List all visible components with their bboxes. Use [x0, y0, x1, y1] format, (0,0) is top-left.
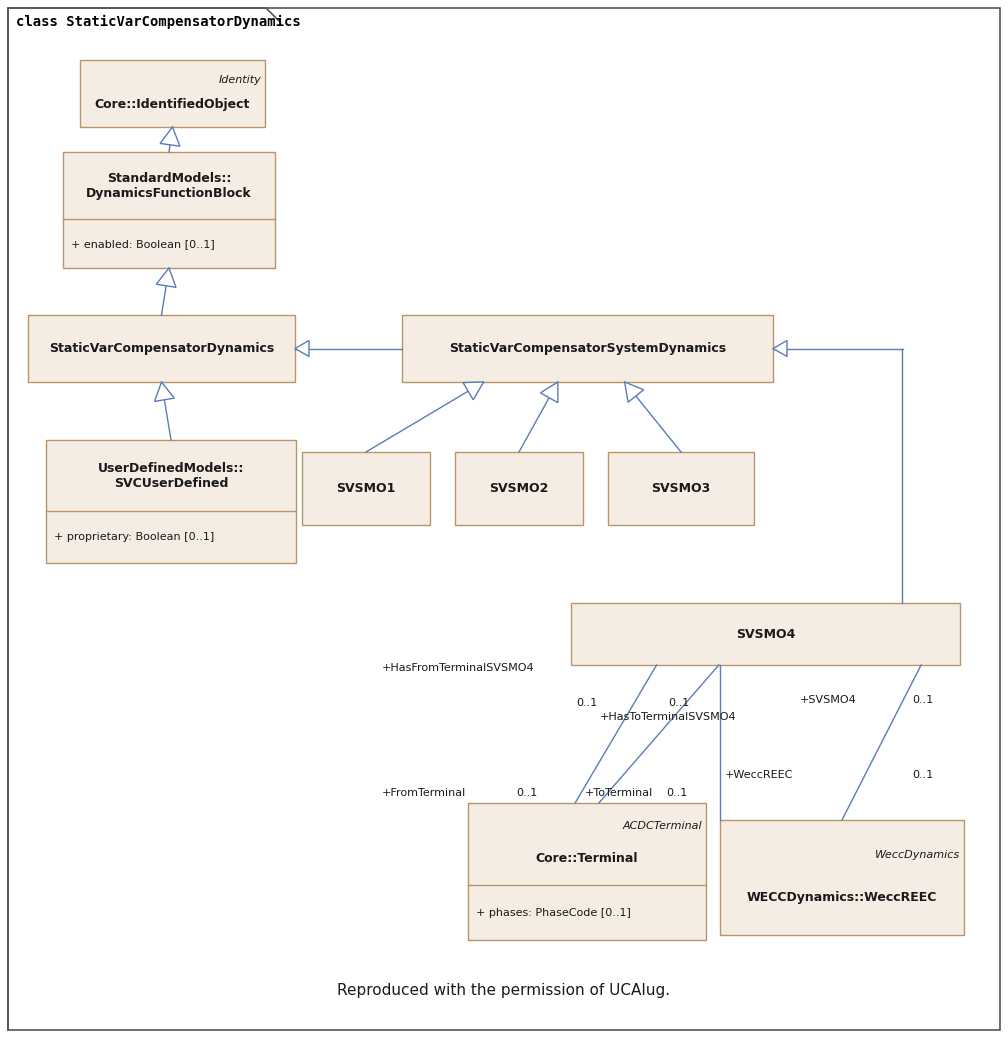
Text: SVSMO4: SVSMO4 [736, 628, 795, 640]
Bar [46, 440, 296, 563]
Text: 0..1: 0..1 [668, 698, 689, 708]
Text: Reproduced with the permission of UCAIug.: Reproduced with the permission of UCAIug… [338, 983, 670, 998]
Text: StaticVarCompensatorSystemDynamics: StaticVarCompensatorSystemDynamics [449, 342, 726, 355]
Text: ACDCTerminal: ACDCTerminal [622, 821, 702, 831]
Text: 0..1: 0..1 [666, 788, 687, 798]
Text: SVSMO1: SVSMO1 [337, 482, 396, 495]
Text: StandardModels::
DynamicsFunctionBlock: StandardModels:: DynamicsFunctionBlock [86, 171, 252, 199]
Bar [80, 60, 265, 127]
Text: Core::IdentifiedObject: Core::IdentifiedObject [95, 99, 250, 111]
Text: 0..1: 0..1 [912, 770, 933, 780]
Bar [402, 315, 773, 382]
Bar [571, 603, 960, 665]
Text: StaticVarCompensatorDynamics: StaticVarCompensatorDynamics [48, 342, 274, 355]
Bar [302, 452, 430, 525]
Text: +HasToTerminalSVSMO4: +HasToTerminalSVSMO4 [600, 712, 737, 722]
Text: 0..1: 0..1 [576, 698, 598, 708]
Text: WECCDynamics::WeccREEC: WECCDynamics::WeccREEC [747, 891, 937, 903]
Text: +ToTerminal: +ToTerminal [585, 788, 653, 798]
Text: + proprietary: Boolean [0..1]: + proprietary: Boolean [0..1] [54, 532, 215, 542]
Text: class StaticVarCompensatorDynamics: class StaticVarCompensatorDynamics [16, 15, 300, 29]
Bar [62, 152, 275, 268]
Text: Core::Terminal: Core::Terminal [535, 852, 638, 866]
Polygon shape [463, 382, 484, 400]
Text: SVSMO2: SVSMO2 [489, 482, 548, 495]
Text: 0..1: 0..1 [912, 695, 933, 705]
Polygon shape [160, 127, 179, 146]
Bar [28, 315, 295, 382]
Polygon shape [773, 340, 787, 356]
Bar [468, 803, 706, 940]
Polygon shape [156, 268, 176, 288]
Text: + enabled: Boolean [0..1]: + enabled: Boolean [0..1] [71, 239, 215, 249]
Text: WeccDynamics: WeccDynamics [875, 849, 960, 859]
Bar [455, 452, 583, 525]
Text: +SVSMO4: +SVSMO4 [800, 695, 857, 705]
Text: +WeccREEC: +WeccREEC [725, 770, 793, 780]
Polygon shape [625, 382, 644, 403]
Polygon shape [154, 382, 174, 402]
Text: 0..1: 0..1 [516, 788, 537, 798]
Text: UserDefinedModels::
SVCUserDefined: UserDefinedModels:: SVCUserDefined [98, 462, 244, 490]
Polygon shape [295, 340, 309, 356]
Text: SVSMO3: SVSMO3 [651, 482, 711, 495]
Bar [720, 820, 964, 935]
Bar [608, 452, 754, 525]
Text: Identity: Identity [219, 75, 261, 85]
Polygon shape [540, 382, 557, 403]
Text: +HasFromTerminalSVSMO4: +HasFromTerminalSVSMO4 [382, 663, 534, 673]
Text: + phases: PhaseCode [0..1]: + phases: PhaseCode [0..1] [476, 907, 631, 918]
Text: +FromTerminal: +FromTerminal [382, 788, 467, 798]
